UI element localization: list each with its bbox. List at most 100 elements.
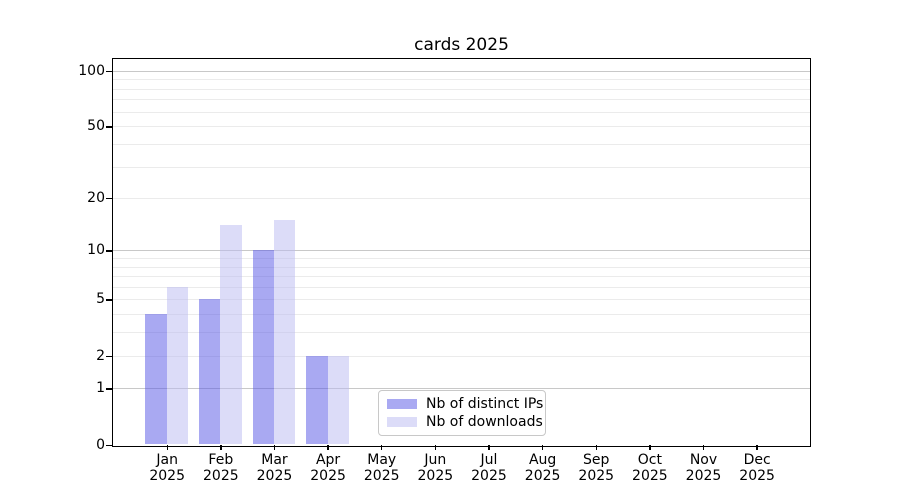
bar-downloads-feb [220,225,242,445]
x-tick-year: 2025 [578,468,615,484]
y-tick-mark [106,355,112,357]
legend-entry-distinct-ips: Nb of distinct IPs [387,396,543,412]
x-tick-month: Apr [315,452,341,468]
minor-gridline [113,258,810,260]
x-tick-mark [595,445,597,450]
x-tick-label: Feb 2025 [193,452,249,484]
x-tick-mark [434,445,437,450]
x-tick-month: Jan [156,452,178,468]
bar-distinct-ips-jan [145,314,167,445]
minor-gridline [113,143,810,145]
bar-distinct-ips-apr [306,355,328,445]
x-tick-year: 2025 [632,468,668,484]
y-tick-label: 5 [96,291,105,308]
x-tick-year: 2025 [203,468,239,484]
y-tick-label: 2 [96,347,105,364]
x-tick-year: 2025 [363,468,400,484]
x-tick-label: Mar 2025 [246,452,302,484]
legend-label-downloads: Nb of downloads [426,414,543,431]
x-tick-mark [702,445,705,450]
y-tick-mark [106,126,112,128]
x-tick-label: Aug 2025 [515,452,571,484]
major-gridline [113,388,810,390]
x-tick-label: Jan 2025 [139,452,195,484]
x-tick-label: Oct 2025 [622,452,678,484]
x-tick-label: Jul 2025 [461,452,517,484]
y-tick-label: 0 [96,436,105,453]
x-tick-year: 2025 [149,468,185,484]
minor-gridline [113,79,810,81]
bar-distinct-ips-feb [198,299,221,445]
y-tick-label: 50 [87,118,105,135]
legend: Nb of distinct IPs Nb of downloads [378,390,546,436]
x-tick-label: Dec 2025 [729,452,785,484]
minor-gridline [113,111,810,113]
legend-swatch-downloads [387,417,417,428]
x-tick-month: Oct [637,452,662,468]
y-tick-label: 100 [78,62,105,79]
minor-gridline [113,88,810,90]
bar-downloads-mar [273,220,296,445]
minor-gridline [113,99,810,101]
minor-gridline [113,299,810,301]
bar-downloads-jan [166,286,189,445]
x-tick-month: Nov [689,452,718,468]
minor-gridline [113,126,810,128]
plot-area [112,58,811,447]
y-tick-label: 20 [87,190,105,207]
x-tick-year: 2025 [417,468,454,484]
x-tick-year: 2025 [685,468,722,484]
minor-gridline [113,266,810,268]
legend-swatch-distinct-ips [387,398,417,409]
x-tick-mark [166,445,168,450]
legend-entry-downloads: Nb of downloads [387,414,543,430]
x-tick-year: 2025 [739,468,775,484]
x-tick-month: Aug [528,452,557,468]
x-tick-year: 2025 [310,468,346,484]
x-tick-label: Apr 2025 [300,452,356,484]
x-tick-month: Jul [480,452,498,468]
x-tick-year: 2025 [471,468,507,484]
x-tick-mark [541,445,544,450]
x-tick-label: Jun 2025 [407,452,463,484]
y-tick-mark [106,444,112,446]
x-tick-mark [381,445,383,450]
x-tick-mark [327,445,329,450]
x-tick-label: Nov 2025 [676,452,732,484]
x-tick-month: Sep [583,452,610,468]
x-tick-month: Jun [424,452,447,468]
minor-gridline [113,166,810,168]
minor-gridline [113,276,810,278]
x-tick-year: 2025 [524,468,561,484]
x-tick-month: Feb [208,452,234,468]
y-tick-mark [106,250,112,252]
minor-gridline [113,332,810,334]
x-tick-year: 2025 [256,468,293,484]
minor-gridline [113,198,810,200]
x-tick-month: May [367,452,397,468]
y-tick-mark [106,198,112,200]
chart-title: cards 2025 [414,35,509,55]
bar-downloads-apr [327,355,349,445]
minor-gridline [113,286,810,288]
minor-gridline [113,314,810,316]
x-tick-mark [273,445,276,450]
y-tick-mark [106,388,112,390]
bar-distinct-ips-mar [252,250,274,445]
x-tick-mark [649,445,651,450]
y-tick-mark [106,299,112,301]
x-tick-month: Mar [261,452,288,468]
legend-label-distinct-ips: Nb of distinct IPs [426,395,544,412]
x-tick-mark [756,445,758,450]
minor-gridline [113,355,810,357]
x-tick-mark [220,445,222,450]
x-tick-mark [488,445,490,450]
y-tick-mark [106,70,112,73]
x-tick-label: May 2025 [354,452,410,484]
x-tick-month: Dec [743,452,771,468]
x-tick-label: Sep 2025 [568,452,624,484]
major-gridline [113,70,810,72]
y-tick-label: 10 [87,242,105,259]
y-tick-label: 1 [96,380,105,397]
